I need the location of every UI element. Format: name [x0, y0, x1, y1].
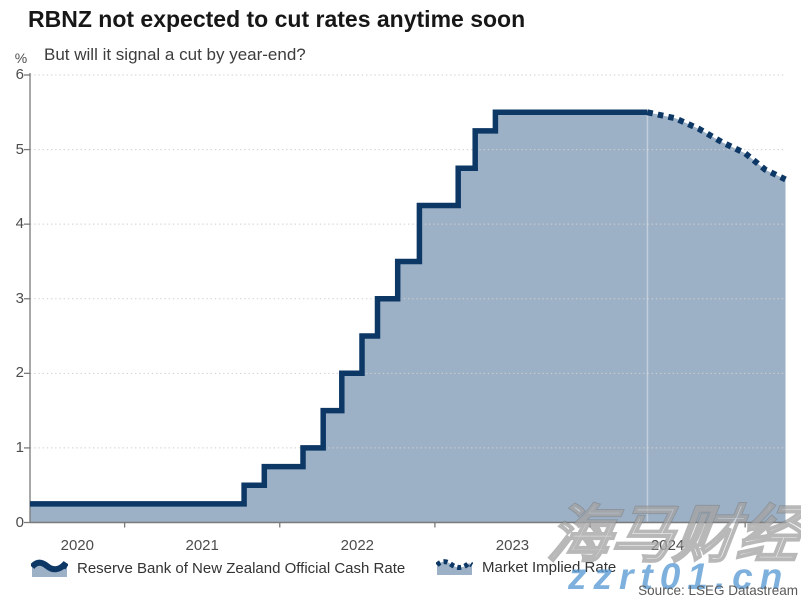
y-axis-tick-label: 1 [15, 438, 24, 456]
y-axis-tick-label: 6 [15, 66, 24, 83]
icon-dotted-wave [436, 559, 473, 570]
x-axis-tick-label: 2020 [60, 537, 94, 554]
x-axis-tick-label: 2021 [185, 537, 219, 554]
x-axis-tick-label: 2023 [495, 537, 530, 554]
area-fill [30, 112, 786, 523]
y-axis-tick-label: 3 [15, 289, 24, 307]
legend-item-official-cash-rate: Reserve Bank of New Zealand Official Cas… [31, 558, 405, 578]
y-axis-tick-label: 0 [15, 513, 24, 531]
legend-item-market-implied-rate: Market Implied Rate [436, 558, 616, 576]
source-attribution: Source: LSEG Datastream [638, 583, 798, 598]
market-implied-dotted-line [646, 109, 787, 183]
dotted-wave-area-icon [436, 559, 473, 575]
y-axis-tick-label: 2 [15, 364, 24, 382]
icon-wave [31, 559, 68, 573]
icon-area [437, 561, 472, 575]
x-axis-tick-label: 2022 [340, 537, 375, 554]
y-axis-tick-label: 4 [15, 215, 24, 233]
chart-title: RBNZ not expected to cut rates anytime s… [28, 6, 526, 32]
solid-wave-area-icon [31, 559, 68, 577]
chart-subtitle: But will it signal a cut by year-end? [44, 45, 306, 64]
watermark-site: zzrt01.cn [568, 556, 790, 597]
x-axis-tick-label: 2024 [650, 537, 685, 554]
ocr-step-line [30, 109, 648, 507]
y-axis-tick-label: 5 [15, 140, 24, 158]
legend-label-official-cash-rate: Reserve Bank of New Zealand Official Cas… [77, 559, 406, 577]
legend-label-market-implied-rate: Market Implied Rate [482, 558, 617, 576]
y-axis-unit-label: % [14, 50, 28, 66]
